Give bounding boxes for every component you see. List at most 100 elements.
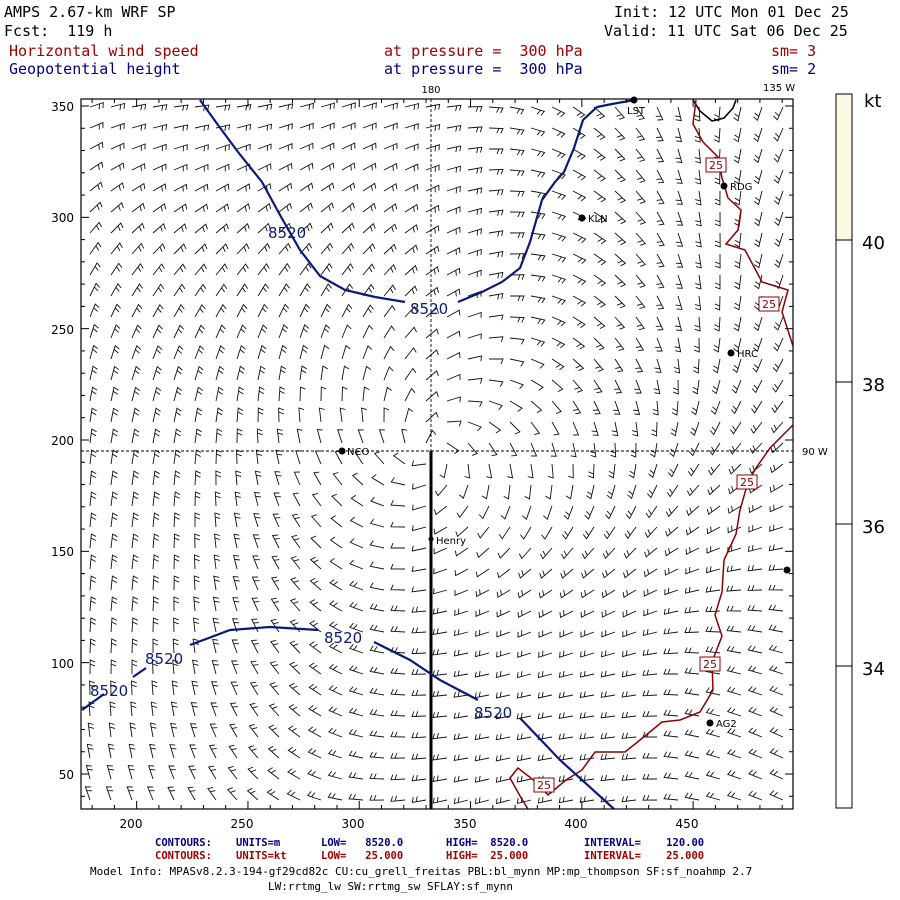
- wind-barb: [255, 449, 263, 465]
- wind-barb: [271, 534, 280, 549]
- wind-barb: [593, 295, 606, 308]
- wind-label-text: 25: [762, 298, 776, 311]
- wind-barb: [635, 127, 646, 142]
- wind-barb: [656, 274, 665, 289]
- wind-barb: [705, 586, 721, 593]
- wind-barb: [774, 253, 784, 269]
- wind-barb: [173, 428, 182, 444]
- wind-barb: [152, 407, 161, 423]
- wind-barb: [726, 605, 742, 612]
- wind-barb: [530, 316, 546, 325]
- station-edge[interactable]: [783, 566, 791, 574]
- wind-barb: [278, 407, 284, 423]
- wind-barb: [551, 316, 566, 327]
- wind-barb: [747, 624, 763, 633]
- wind-barb: [257, 163, 272, 172]
- wind-barb: [537, 733, 553, 741]
- wind-barb: [433, 526, 448, 535]
- wind-barb: [635, 274, 646, 288]
- wind-barb: [580, 650, 595, 658]
- station-kln[interactable]: KLN: [578, 214, 608, 225]
- wind-barb: [432, 669, 448, 677]
- wind-barb: [630, 442, 637, 458]
- wind-barb: [495, 691, 511, 699]
- colorbar-frame: [835, 93, 853, 809]
- model-info-line1: Model Info: MPASv8.2.3-194-gf29cd82c CU:…: [90, 865, 753, 878]
- wind-barb: [495, 671, 511, 678]
- station-henry[interactable]: Henry: [428, 536, 467, 547]
- wind-barb: [339, 407, 346, 423]
- wind-barb: [694, 106, 701, 122]
- wind-barb: [684, 667, 700, 675]
- wind-barb: [309, 556, 322, 570]
- wind-barb: [649, 442, 658, 458]
- wind-barb: [768, 544, 784, 552]
- wind-barb: [110, 596, 118, 612]
- wind-barb: [706, 526, 721, 535]
- station-lst[interactable]: LST: [627, 96, 646, 118]
- wind-barb: [310, 535, 322, 549]
- wind-barb: [488, 230, 504, 237]
- wind-barb: [467, 269, 482, 278]
- model-title: AMPS 2.67-km WRF SP: [4, 3, 176, 21]
- wind-barb: [633, 400, 641, 416]
- wind-barb: [670, 421, 679, 437]
- wind-barb: [233, 512, 241, 528]
- wind-barb: [383, 264, 397, 276]
- wind-barb: [748, 769, 763, 780]
- wind-barb: [213, 554, 221, 570]
- wind-barb: [772, 379, 784, 393]
- wind-barb: [733, 316, 742, 332]
- wind-barb: [110, 386, 119, 402]
- wind-barb: [87, 722, 95, 738]
- wind-barb: [278, 283, 290, 297]
- wind-barb: [401, 428, 408, 444]
- wind-barb: [131, 512, 139, 528]
- wind-barb: [85, 764, 93, 780]
- field1-name: Horizontal wind speed: [9, 42, 199, 60]
- wind-barb: [586, 484, 595, 500]
- wind-barb: [600, 774, 616, 782]
- wind-barb: [705, 606, 721, 613]
- wind-barb: [233, 533, 241, 549]
- wind-barb: [593, 232, 607, 245]
- wind-barb: [169, 744, 177, 759]
- wind-label-text: 25: [703, 658, 717, 671]
- station-ag2[interactable]: AG2: [706, 719, 737, 730]
- wind-barb: [411, 753, 427, 760]
- wind-barb: [362, 243, 376, 255]
- wind-barb: [446, 247, 461, 255]
- wind-barb: [320, 142, 335, 151]
- wind-barb: [320, 365, 328, 381]
- wind-barb: [714, 316, 721, 332]
- wind-barb: [478, 505, 490, 520]
- wind-barb: [293, 471, 301, 486]
- wind-barb: [481, 484, 490, 500]
- wind-barb: [600, 732, 616, 740]
- wind-barb: [131, 449, 140, 465]
- wind-barb: [278, 143, 293, 151]
- wind-barb: [446, 125, 462, 132]
- wind-barb: [558, 796, 574, 804]
- wind-label-text: 25: [537, 779, 551, 792]
- wind-barb: [446, 226, 461, 235]
- station-rdg[interactable]: RDG: [720, 182, 753, 193]
- wind-barb: [646, 484, 658, 499]
- wind-barb: [257, 123, 273, 131]
- wind-barb: [215, 263, 228, 276]
- wind-barb: [664, 567, 679, 576]
- colorbar: kt 40 38 36 34: [835, 91, 885, 809]
- wind-barb: [458, 484, 469, 499]
- init-time: Init: 12 UTC Mon 01 Dec 25: [614, 3, 849, 21]
- wind-barb: [215, 428, 223, 444]
- wind-barb: [694, 148, 702, 164]
- wind-barb: [563, 505, 574, 520]
- wind-barb: [769, 727, 784, 738]
- wind-barb: [278, 123, 293, 131]
- station-nco[interactable]: NCO: [338, 447, 370, 458]
- wind-barb: [404, 326, 417, 339]
- station-hrc[interactable]: HRC: [727, 349, 758, 360]
- valid-time: Valid: 11 UTC Sat 06 Dec 25: [604, 22, 848, 40]
- wind-barb: [614, 169, 626, 183]
